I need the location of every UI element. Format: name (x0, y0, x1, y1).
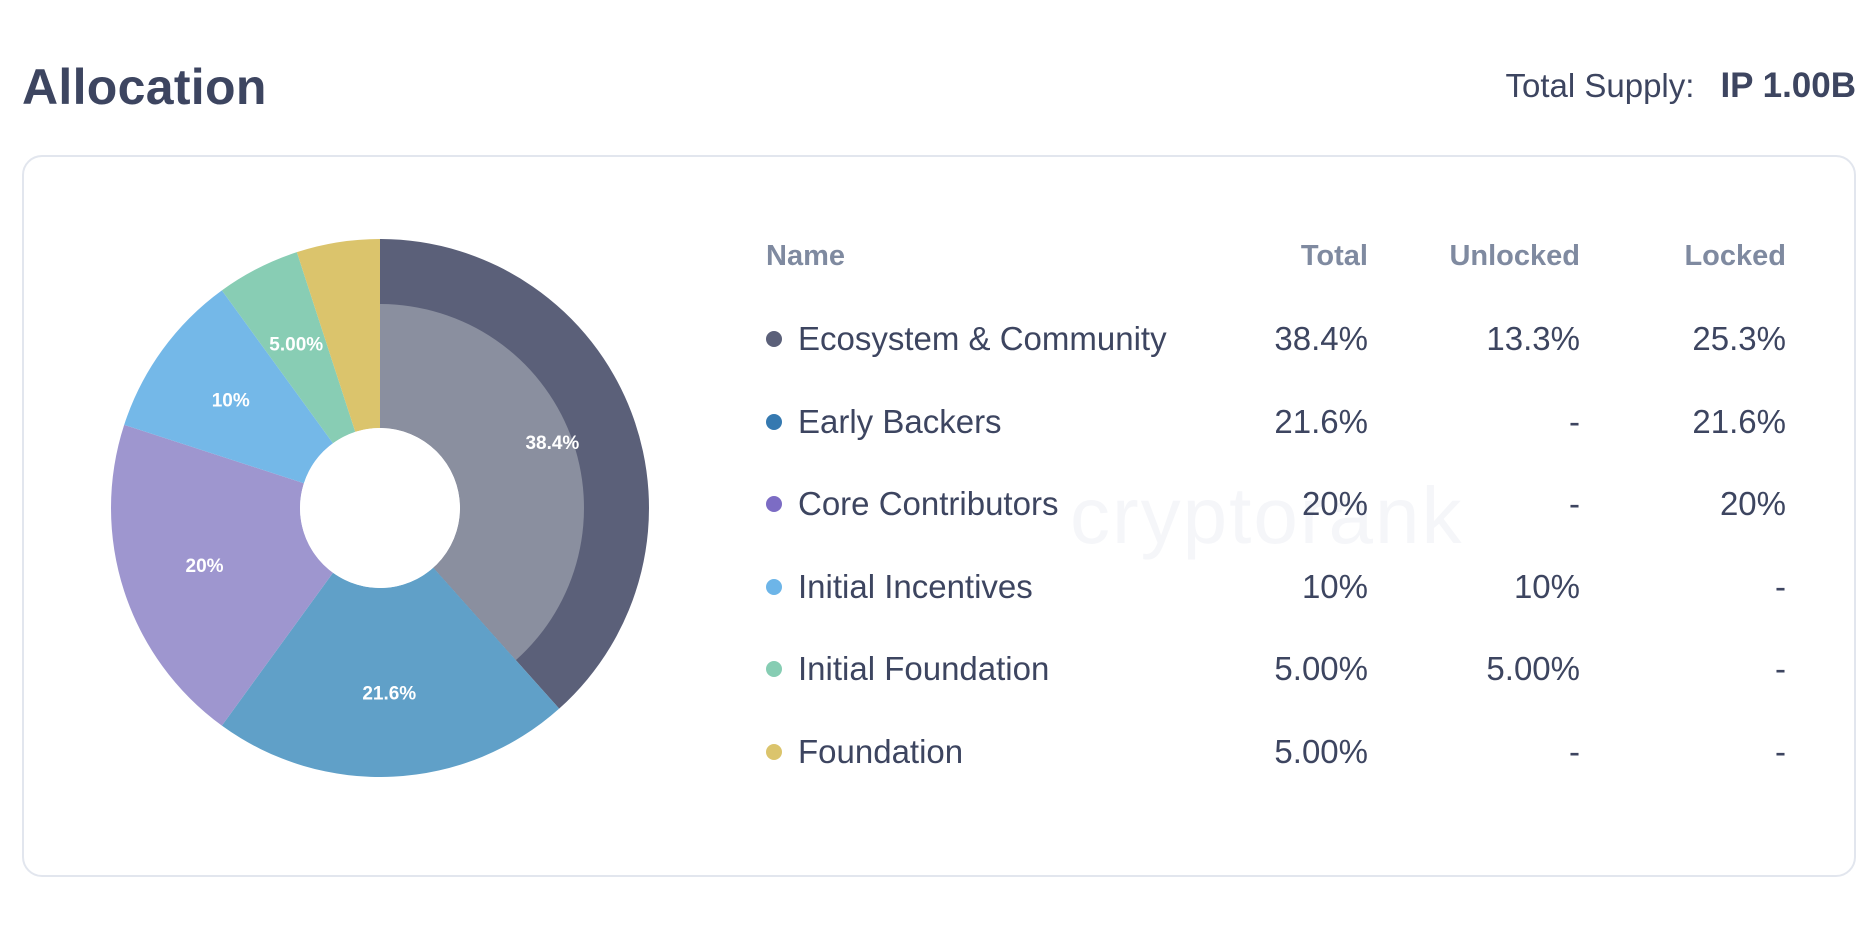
row-name: Core Contributors (798, 485, 1059, 523)
row-locked: - (1775, 650, 1786, 688)
row-unlocked: 5.00% (1486, 650, 1580, 688)
legend-dot (766, 661, 782, 678)
legend-dot (766, 578, 782, 595)
row-name: Initial Foundation (798, 650, 1050, 688)
column-header-total[interactable]: Total (1300, 239, 1368, 272)
row-name-cell: Foundation (766, 733, 1216, 771)
legend-dot (766, 331, 782, 348)
legend-dot (766, 413, 782, 430)
total-supply-label: Total Supply: (1505, 67, 1695, 104)
row-name-cell: Ecosystem & Community (766, 320, 1216, 358)
donut-slice-initial-foundation[interactable] (221, 252, 356, 444)
row-name-cell: Initial Foundation (766, 650, 1216, 688)
row-locked: 21.6% (1692, 402, 1786, 440)
row-unlocked: 13.3% (1486, 320, 1580, 358)
row-name: Initial Incentives (798, 567, 1033, 605)
row-locked: 25.3% (1692, 320, 1786, 358)
table-row[interactable]: Early Backers 21.6% - 21.6% (766, 381, 1786, 464)
watermark: cryptorank (1070, 471, 1464, 560)
row-name-cell: Early Backers (766, 403, 1216, 441)
column-header-locked[interactable]: Locked (1684, 239, 1786, 272)
donut-slice-foundation[interactable] (296, 239, 380, 432)
row-locked: - (1775, 732, 1786, 770)
allocation-header: Allocation Total Supply: IP 1.00B (22, 52, 1856, 122)
table-row[interactable]: Initial Incentives 10% 10% - (766, 546, 1786, 629)
allocation-table: Name Total Unlocked Locked Ecosystem & C… (766, 236, 1786, 793)
legend-dot (766, 743, 782, 760)
slice-value-label: 5.00% (269, 335, 323, 356)
row-name-cell: Initial Incentives (766, 568, 1216, 606)
row-unlocked: - (1569, 732, 1580, 770)
table-header: Name Total Unlocked Locked (766, 236, 1786, 276)
table-row[interactable]: Ecosystem & Community 38.4% 13.3% 25.3% (766, 298, 1786, 381)
row-unlocked: - (1569, 402, 1580, 440)
row-locked: 20% (1719, 485, 1786, 523)
donut-slice-initial-incentives[interactable] (124, 290, 333, 484)
slice-value-label: 10% (212, 391, 250, 412)
row-total: 5.00% (1274, 650, 1368, 688)
donut-highlight-inner-arc (380, 304, 584, 661)
slice-value-label: 20% (186, 556, 224, 577)
table-row[interactable]: Initial Foundation 5.00% 5.00% - (766, 628, 1786, 711)
row-name: Foundation (798, 732, 964, 770)
row-unlocked: - (1569, 485, 1580, 523)
column-header-unlocked[interactable]: Unlocked (1449, 239, 1580, 272)
row-total: 21.6% (1274, 402, 1368, 440)
table-row[interactable]: Foundation 5.00% - - (766, 711, 1786, 794)
row-unlocked: 10% (1513, 567, 1580, 605)
row-name: Early Backers (798, 402, 1002, 440)
allocation-donut-chart: 38.4% 21.6% 20% 10% 5.00% (111, 239, 649, 777)
row-total: 5.00% (1274, 732, 1368, 770)
column-header-name[interactable]: Name (766, 239, 845, 272)
row-name: Ecosystem & Community (798, 320, 1167, 358)
donut-slice-core-contributors[interactable] (111, 424, 333, 726)
table-body: Ecosystem & Community 38.4% 13.3% 25.3% … (766, 298, 1786, 793)
slice-value-label: 38.4% (525, 433, 579, 454)
row-total: 20% (1301, 485, 1368, 523)
page-title: Allocation (22, 59, 267, 115)
row-total: 10% (1301, 567, 1368, 605)
table-row[interactable]: Core Contributors 20% - 20% (766, 463, 1786, 546)
donut-slice-early-backers[interactable] (221, 567, 560, 777)
row-locked: - (1775, 567, 1786, 605)
total-supply: Total Supply: IP 1.00B (1505, 66, 1856, 106)
slice-value-label: 21.6% (362, 683, 416, 704)
donut-hole (300, 428, 460, 588)
row-name-cell: Core Contributors (766, 485, 1216, 523)
total-supply-value: IP 1.00B (1720, 66, 1856, 105)
legend-dot (766, 496, 782, 513)
row-total: 38.4% (1274, 320, 1368, 358)
